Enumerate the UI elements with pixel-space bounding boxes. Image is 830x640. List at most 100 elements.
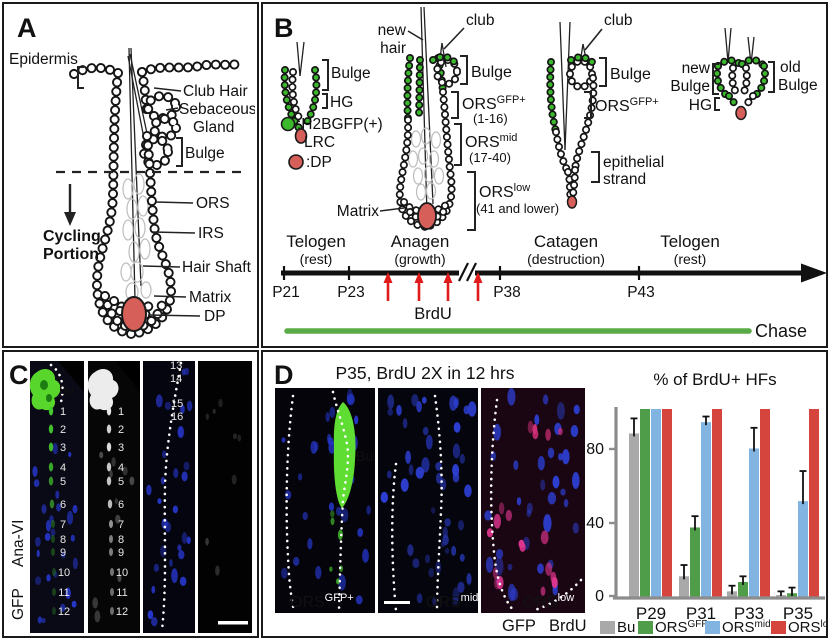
strip3-nuclei bbox=[146, 367, 193, 627]
strip1-blob-shade2 bbox=[46, 394, 52, 402]
stage-anagen: Anagen bbox=[391, 232, 450, 251]
xtick-p33: P33 bbox=[734, 604, 764, 623]
svg-text:8: 8 bbox=[60, 534, 66, 546]
bar-ORSlow-P35 bbox=[809, 409, 819, 597]
svg-text:1: 1 bbox=[118, 406, 124, 418]
xtick-p31: P31 bbox=[686, 604, 716, 623]
channel-gfp-label: GFP bbox=[502, 617, 536, 635]
anagen-orsmid-range: (17-40) bbox=[469, 150, 511, 165]
img2-outline-right bbox=[433, 394, 443, 613]
telogen2-new-label: new bbox=[682, 60, 711, 77]
stain-label-anavi: Ana-VI bbox=[10, 520, 27, 567]
legend-label-orsgfp: ORSGFP+ bbox=[655, 619, 714, 636]
stain-label-gfp: GFP bbox=[10, 588, 27, 620]
dp-red-dot bbox=[288, 154, 304, 170]
svg-text:10: 10 bbox=[58, 567, 70, 579]
legend-swatch-orsgfp bbox=[638, 621, 653, 634]
anagen-orsmid-label: ORSmid bbox=[465, 132, 517, 151]
telogen2-hg-label: HG bbox=[689, 97, 712, 114]
anagen-follicle: new hair club Bulge ORSGFP+ (1-16) ORSmi… bbox=[337, 6, 559, 231]
svg-text:4: 4 bbox=[60, 462, 66, 474]
anagen-matrix-label: Matrix bbox=[337, 203, 379, 220]
label-epidermis: Epidermis bbox=[9, 51, 78, 68]
xtick-p29: P29 bbox=[636, 604, 666, 623]
irs-mesh bbox=[120, 173, 152, 302]
svg-text:5: 5 bbox=[118, 476, 124, 488]
anagen-bulge-label: Bulge bbox=[471, 64, 512, 81]
bar-ORSmid-P31 bbox=[701, 422, 711, 597]
panel-b-legend: :H2BGFP(+) LRC :DP bbox=[280, 116, 383, 171]
chase-label: Chase bbox=[755, 321, 807, 341]
label-dp: DP bbox=[204, 308, 226, 325]
svg-text:8: 8 bbox=[118, 534, 124, 546]
panel-c-images: C Ana-VI GFP Bu bbox=[9, 360, 252, 633]
svg-text:9: 9 bbox=[118, 547, 124, 559]
tick-p38: P38 bbox=[493, 284, 521, 301]
stage-catagen: Catagen bbox=[534, 232, 598, 251]
svg-text:7: 7 bbox=[60, 519, 66, 531]
svg-text:2: 2 bbox=[118, 424, 124, 436]
panel-a-letter: A bbox=[17, 13, 37, 43]
epidermis-bracket bbox=[77, 66, 84, 89]
xtick-p35: P35 bbox=[783, 604, 813, 623]
bar-ORSGFP+-P29 bbox=[640, 409, 650, 597]
stage-telogen1-sub: (rest) bbox=[300, 251, 333, 267]
panel-b-letter: B bbox=[274, 13, 294, 43]
telogen2-old-label: old bbox=[780, 59, 801, 76]
img1-bulge-blob bbox=[333, 402, 356, 508]
strip3-dapi bbox=[143, 361, 195, 633]
img2-nuclei-bottom bbox=[407, 507, 472, 606]
img1-nuclei bbox=[281, 389, 371, 605]
img2-label: ORSmid bbox=[426, 592, 478, 611]
img3-outline-bottom bbox=[533, 578, 583, 612]
catagen-strand-label2: strand bbox=[603, 171, 646, 188]
panel-d: D P35, BrdU 2X in 12 hrs Bu ORSGFP+ ORSm… bbox=[261, 350, 828, 638]
svg-text:14: 14 bbox=[170, 373, 182, 385]
img2-outline-left bbox=[390, 462, 398, 613]
catagen-club-label: club bbox=[604, 12, 632, 29]
brdu-injection-arrows bbox=[383, 272, 483, 301]
img1-bu-label: Bu bbox=[356, 448, 373, 464]
label-bulge: Bulge bbox=[185, 145, 225, 162]
chart-title: % of BrdU+ HFs bbox=[653, 370, 776, 389]
img1-outline-left bbox=[285, 394, 296, 613]
anagen-orsgfp-label: ORSGFP+ bbox=[462, 94, 526, 113]
telogen1-bulge-label: Bulge bbox=[331, 65, 371, 82]
svg-text:6: 6 bbox=[60, 499, 66, 511]
chart-bars bbox=[629, 409, 819, 597]
telogen2-bulge-r-label: Bulge bbox=[778, 77, 818, 94]
dp-label: :DP bbox=[306, 154, 332, 171]
image-ors-mid bbox=[378, 388, 478, 613]
bar-Bu-P35 bbox=[776, 595, 786, 597]
svg-text:7: 7 bbox=[118, 519, 124, 531]
strip4-specks bbox=[205, 398, 242, 576]
panel-a: A Epidermis Club Hair Sebaceous Gland Bu… bbox=[2, 2, 259, 348]
telogen2-bulge-l-label: Bulge bbox=[670, 78, 710, 95]
img1-label: ORSGFP+ bbox=[290, 592, 354, 611]
stage-anagen-sub: (growth) bbox=[394, 251, 445, 267]
svg-text:3: 3 bbox=[118, 442, 124, 454]
svg-text:2: 2 bbox=[60, 424, 66, 436]
svg-text:10: 10 bbox=[116, 567, 128, 579]
brdu-bar-chart: % of BrdU+ HFs 0 40 80 P29 P31 P33 P35 B… bbox=[586, 370, 826, 636]
strip4-dark bbox=[198, 361, 252, 633]
img3-label: ORSlow bbox=[523, 592, 574, 611]
legend-label-orsmid: ORSmid bbox=[722, 619, 771, 636]
bar-ORSlow-P29 bbox=[662, 409, 672, 597]
svg-text:16: 16 bbox=[171, 411, 183, 423]
down-arrow bbox=[64, 184, 76, 226]
strip2-bg-cells bbox=[92, 451, 135, 623]
bar-ORSGFP+-P33 bbox=[738, 581, 748, 597]
ytick-80: 80 bbox=[586, 441, 604, 458]
strip1-blob-shade1 bbox=[40, 380, 48, 390]
strip1-bu-label: Bu bbox=[59, 383, 74, 397]
strip1-gfp-segments bbox=[48, 406, 56, 615]
bar-ORSlow-P33 bbox=[760, 409, 770, 597]
svg-text:9: 9 bbox=[60, 547, 66, 559]
timeline-arrowhead bbox=[801, 263, 826, 283]
bar-Bu-P31 bbox=[679, 576, 689, 597]
img3-brdu-top bbox=[527, 420, 563, 441]
image-ors-gfp bbox=[275, 388, 375, 613]
